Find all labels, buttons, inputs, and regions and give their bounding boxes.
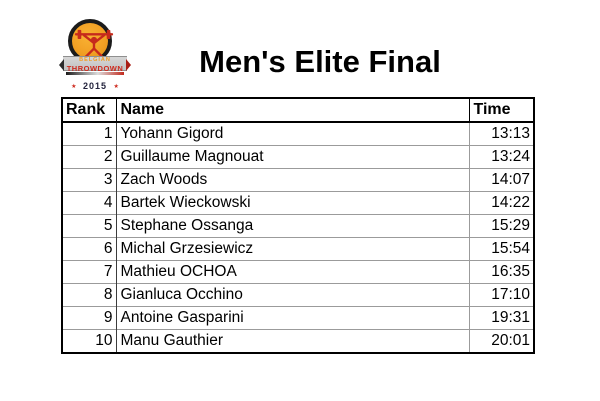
table-row: 10 Manu Gauthier 20:01: [62, 329, 534, 353]
time-cell: 13:13: [491, 125, 530, 142]
column-header-rank: Rank: [62, 98, 117, 123]
rank-cell: 10: [62, 329, 117, 353]
rank-cell: 7: [62, 260, 117, 284]
event-logo: BELGIAN THROWDOWN ★ 2015 ★: [58, 16, 138, 92]
star-icon: ★: [113, 84, 119, 90]
logo-flag-strip: [66, 72, 124, 75]
table-row: 2 Guillaume Magnouat 13:24: [62, 145, 534, 169]
table-row: 4 Bartek Wieckowski 14:22: [62, 191, 534, 215]
time-cell: 19:31: [469, 306, 534, 330]
table-row: 1 Yohann Gigord 13:13: [62, 122, 534, 146]
time-cell: 14:22: [469, 191, 534, 215]
name-cell: Stephane Ossanga: [116, 214, 470, 238]
table-row: 7 Mathieu OCHOA 16:35: [62, 260, 534, 284]
time-cell: 15:54: [469, 237, 534, 261]
star-icon: ★: [71, 84, 77, 90]
page-title: Men's Elite Final: [199, 44, 441, 79]
name-cell: Guillaume Magnouat: [116, 145, 470, 169]
name-cell: Gianluca Occhino: [116, 283, 470, 307]
rank-cell: 5: [62, 214, 117, 238]
logo-badge: [68, 19, 114, 63]
rank-cell: 1: [62, 122, 117, 146]
time-cell: 16:35: [469, 260, 534, 284]
name-cell: Yohann Gigord: [116, 122, 470, 146]
name-cell: Bartek Wieckowski: [116, 191, 470, 215]
logo-text-throwdown: THROWDOWN: [66, 63, 124, 73]
logo-year-text: 2015: [82, 81, 108, 91]
rank-cell: 4: [62, 191, 117, 215]
logo-ribbon: BELGIAN THROWDOWN: [59, 56, 131, 73]
time-cell: 17:10: [469, 283, 534, 307]
time-cell: 20:01: [469, 329, 534, 353]
table-header-row: Rank Name Time: [62, 98, 534, 123]
time-cell: 15:29: [469, 214, 534, 238]
logo-year: ★ 2015 ★: [58, 77, 132, 93]
athlete-barbell-icon: [74, 29, 114, 58]
name-cell: Mathieu OCHOA: [116, 260, 470, 284]
table-row: 6 Michal Grzesiewicz 15:54: [62, 237, 534, 261]
rank-cell: 9: [62, 306, 117, 330]
time-cell: 14:07: [469, 168, 534, 192]
name-cell: Michal Grzesiewicz: [116, 237, 470, 261]
name-cell: Manu Gauthier: [116, 329, 470, 353]
name-cell: Antoine Gasparini: [116, 306, 470, 330]
time-cell: 13:24: [469, 145, 534, 169]
rank-cell: 6: [62, 237, 117, 261]
table-row: 8 Gianluca Occhino 17:10: [62, 283, 534, 307]
table-row: 9 Antoine Gasparini 19:31: [62, 306, 534, 330]
rank-cell: 3: [62, 168, 117, 192]
results-table-body: 1 Yohann Gigord 13:13 2 Guillaume Magnouat 13…: [62, 122, 534, 353]
logo-text-belgian: BELGIAN: [79, 57, 111, 63]
rank-cell: 8: [62, 283, 117, 307]
rank-cell: 2: [62, 145, 117, 169]
table-row: 5 Stephane Ossanga 15:29: [62, 214, 534, 238]
results-table: Rank Name Time 1 Yohann Gigord 13:13 2 Guill…: [61, 97, 535, 354]
name-cell: Zach Woods: [116, 168, 470, 192]
column-header-name: Name: [116, 98, 470, 123]
table-row: 3 Zach Woods 14:07: [62, 168, 534, 192]
column-header-time: Time: [469, 98, 534, 123]
